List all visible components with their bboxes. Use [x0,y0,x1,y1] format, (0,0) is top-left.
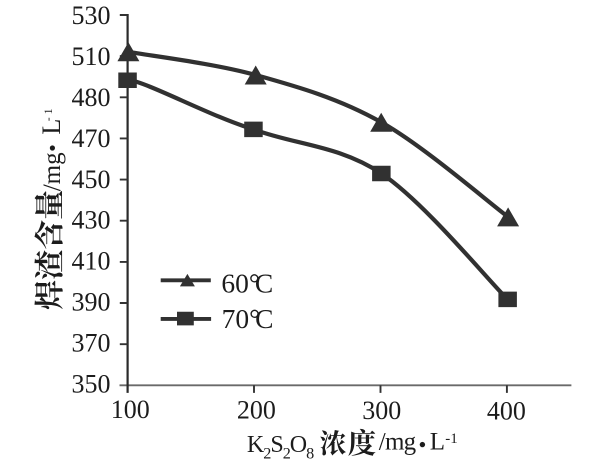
svg-text:300: 300 [362,396,401,425]
svg-text:530: 530 [72,1,111,30]
svg-text:390: 390 [72,288,111,317]
svg-text:/mg: /mg [39,152,66,191]
svg-text:K2S2O8: K2S2O8 [247,432,314,461]
svg-text:L: L [37,119,66,135]
svg-text:370: 370 [72,329,111,358]
svg-text:510: 510 [72,42,111,71]
svg-text:430: 430 [72,206,111,235]
svg-text:100: 100 [111,395,150,424]
svg-text:470: 470 [72,124,111,153]
svg-text:450: 450 [72,165,111,194]
svg-text:60°C: 60°C [221,268,273,299]
svg-text:-1: -1 [41,108,55,121]
svg-text:480: 480 [72,83,111,112]
svg-text:70°C: 70°C [222,303,274,334]
svg-text:L: L [430,429,445,456]
svg-text:-1: -1 [445,431,458,447]
svg-text:350: 350 [72,370,111,399]
svg-text:400: 400 [487,396,526,425]
svg-text:410: 410 [72,247,111,276]
svg-text:/mg: /mg [379,429,417,456]
svg-text:200: 200 [237,396,276,425]
